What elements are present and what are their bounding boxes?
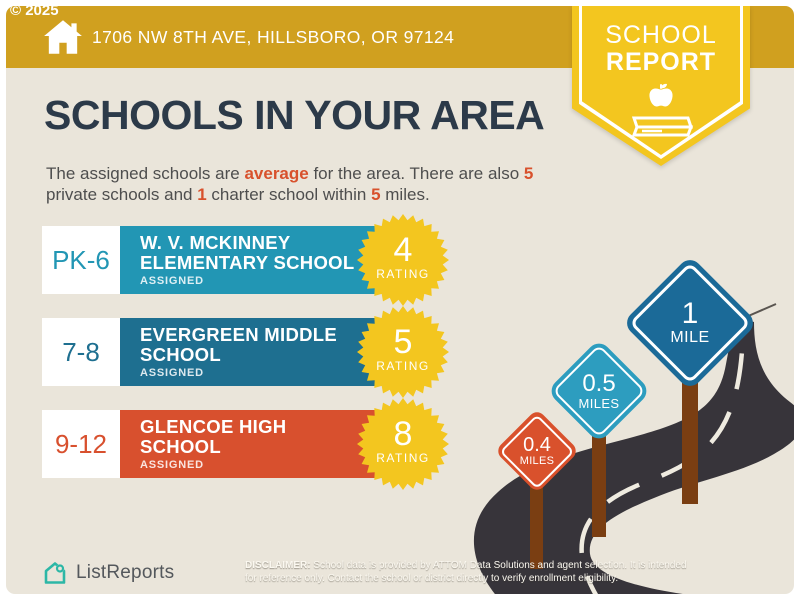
assigned-label: ASSIGNED [140,367,204,379]
disclaimer-text: DISCLAIMER: School data is provided by A… [245,559,725,585]
rating-label: RATING [376,359,429,373]
school-row-elementary: PK-6 W. V. MCKINNEY ELEMENTARY SCHOOL AS… [42,214,462,306]
summary-segment: charter school within [206,185,372,204]
school-name-line: W. V. MCKINNEY [140,232,291,253]
disclaimer-line: School data is provided by ATTOM Data So… [310,560,687,571]
summary-segment: miles. [380,185,430,204]
school-name-bar: EVERGREEN MIDDLE SCHOOL ASSIGNED [120,318,402,386]
badge-title-school: SCHOOL [605,21,717,49]
grade-range-label: PK-6 [52,244,110,275]
sign-distance-value: 0.5 [582,369,616,397]
starburst-shape [357,306,449,398]
sign-distance-value: 1 [681,297,699,330]
grade-range-box: PK-6 [42,226,120,294]
school-name-bar: GLENCOE HIGH SCHOOL ASSIGNED [120,410,402,478]
copyright-text: © 2025 [10,6,59,19]
rating-value: 8 [394,415,413,453]
grade-range-label: 9-12 [54,428,108,459]
school-row-high: 9-12 GLENCOE HIGH SCHOOL ASSIGNED 8 RATI… [42,398,462,490]
starburst-shape [357,398,449,490]
disclaimer-line: for reference only. Contact the school o… [245,573,619,584]
summary-highlight-private-count: 5 [523,164,534,183]
rating-starburst: 8 RATING [357,398,449,490]
school-report-badge: SCHOOL REPORT [572,6,750,166]
infographic-canvas: 1 MILE 0.5 MILES 0.4 MILES 1706 NW 8TH A… [6,6,794,594]
school-name-line: SCHOOL [140,344,221,365]
summary-segment: for the area. There are also [308,164,524,183]
sign-distance-unit: MILE [670,329,710,346]
grade-range-box: 7-8 [42,318,120,386]
sign-distance-unit: MILES [578,395,620,411]
rating-starburst: 4 RATING [357,214,449,306]
school-name-line: EVERGREEN MIDDLE [140,324,338,345]
rating-value: 4 [394,231,413,269]
distance-sign-0-4-miles: 0.4 MILES [494,408,580,494]
summary-highlight-radius: 5 [371,185,381,204]
rating-label: RATING [376,267,429,281]
school-name-line: ELEMENTARY SCHOOL [140,252,355,273]
brand-name: ListReports [76,562,175,583]
school-name-bar: W. V. MCKINNEY ELEMENTARY SCHOOL ASSIGNE… [120,226,402,294]
rating-value: 5 [394,323,413,361]
page-title: SCHOOLS IN YOUR AREA [44,92,545,138]
assigned-label: ASSIGNED [140,275,204,287]
summary-segment: The assigned schools are [46,164,245,183]
summary-text: The assigned schools are average for the… [46,163,568,205]
summary-highlight-average: average [244,164,309,183]
school-row-middle: 7-8 EVERGREEN MIDDLE SCHOOL ASSIGNED 5 R… [42,306,462,398]
sign-distance-value: 0.4 [523,434,551,456]
starburst-shape [357,214,449,306]
apple-icon [649,83,673,107]
rating-starburst: 5 RATING [357,306,449,398]
rating-label: RATING [376,451,429,465]
badge-title-report: REPORT [605,48,717,76]
summary-highlight-charter-count: 1 [197,185,207,204]
summary-segment: private schools and [46,185,198,204]
assigned-label: ASSIGNED [140,459,204,471]
grade-range-box: 9-12 [42,410,120,478]
sign-distance-unit: MILES [519,455,555,467]
disclaimer-label: DISCLAIMER: [245,560,311,571]
distance-sign-1-mile: 1 MILE [622,255,758,391]
school-name-line: SCHOOL [140,436,221,457]
property-address: 1706 NW 8TH AVE, HILLSBORO, OR 97124 [92,26,455,47]
listreports-logo: ListReports [42,560,174,586]
grade-range-label: 7-8 [62,336,100,367]
listreports-house-icon [44,562,66,584]
home-icon [44,20,82,54]
books-icon [631,116,694,137]
school-name-line: GLENCOE HIGH [140,416,287,437]
